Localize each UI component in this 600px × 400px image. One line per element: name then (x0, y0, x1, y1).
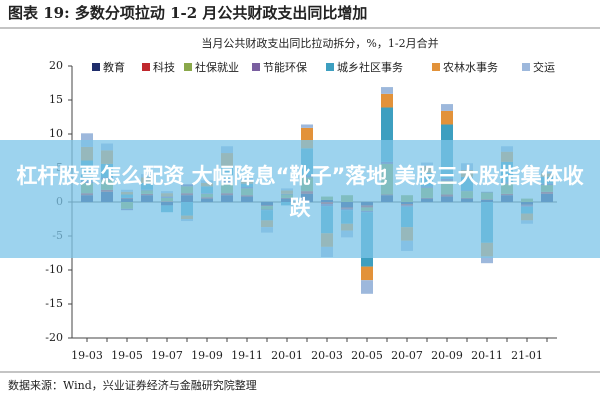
x-tick-label: 20-03 (311, 349, 343, 362)
overlay-text: 杠杆股票怎么配资 大幅降息“靴子”落地 美股三大股指集体收跌 (16, 164, 584, 220)
chart-title: 图表 19: 多数分项拉动 1-2 月公共财政支出同比增加 (8, 4, 367, 22)
legend-label: 城乡社区事务 (337, 60, 403, 74)
chart-subtitle: 当月公共财政支出同比拉动拆分，%，1-2月合并 (201, 36, 438, 50)
y-tick-label: 20 (49, 59, 63, 72)
legend-label: 交运 (533, 60, 555, 74)
x-tick-label: 19-05 (111, 349, 143, 362)
legend-label: 社保就业 (195, 60, 239, 74)
legend-label: 科技 (153, 60, 175, 74)
bar (481, 256, 493, 264)
bar (381, 93, 393, 108)
legend-swatch (92, 63, 100, 71)
bar (361, 266, 373, 281)
bar (441, 110, 453, 125)
bar (381, 87, 393, 94)
x-tick-label: 19-07 (151, 349, 183, 362)
overlay-banner (0, 140, 600, 258)
bar (301, 124, 313, 128)
overlay-box: 杠杆股票怎么配资 大幅降息“靴子”落地 美股三大股指集体收跌 (16, 164, 584, 220)
y-tick-label: -15 (45, 297, 63, 310)
y-tick-label: 10 (49, 127, 63, 140)
legend-swatch (142, 63, 150, 71)
source: 数据来源：Wind，兴业证券经济与金融研究院整理 (8, 378, 257, 392)
legend-label: 农林水事务 (443, 60, 498, 74)
x-tick-label: 20-07 (391, 349, 423, 362)
x-tick-label: 21-01 (511, 349, 543, 362)
legend-label: 节能环保 (263, 60, 307, 74)
x-tick-label: 19-03 (71, 349, 103, 362)
legend-label: 教育 (103, 60, 125, 74)
y-tick-label: -10 (45, 263, 63, 276)
legend-swatch (522, 63, 530, 71)
x-tick-label: 20-01 (271, 349, 303, 362)
bar (441, 104, 453, 111)
x-tick-label: 20-11 (471, 349, 503, 362)
legend-swatch (184, 63, 192, 71)
legend-swatch (432, 63, 440, 71)
y-tick-label: -20 (45, 331, 63, 344)
bar (361, 280, 373, 294)
y-tick-label: 15 (49, 93, 63, 106)
legend-swatch (326, 63, 334, 71)
x-tick-label: 19-09 (191, 349, 223, 362)
legend-swatch (252, 63, 260, 71)
x-tick-label: 20-09 (431, 349, 463, 362)
x-tick-label: 20-05 (351, 349, 383, 362)
x-tick-label: 19-11 (231, 349, 263, 362)
